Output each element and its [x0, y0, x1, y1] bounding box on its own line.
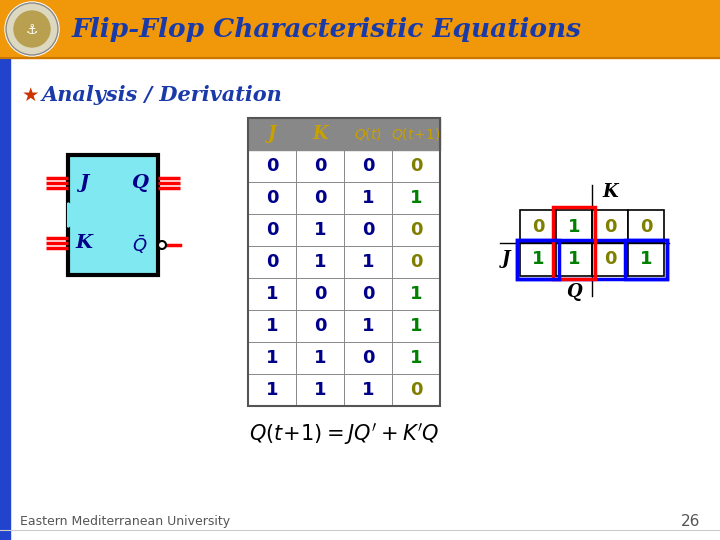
- Text: 0: 0: [266, 253, 278, 271]
- Text: 26: 26: [680, 515, 700, 530]
- Bar: [628, 243, 664, 276]
- Text: 0: 0: [314, 317, 326, 335]
- Bar: [0, 58, 10, 540]
- Text: 1: 1: [266, 317, 278, 335]
- Text: 0: 0: [410, 157, 422, 175]
- Text: 0: 0: [361, 285, 374, 303]
- Text: 1: 1: [568, 251, 580, 268]
- Bar: [248, 182, 440, 214]
- Bar: [68, 155, 158, 275]
- Text: 0: 0: [410, 381, 422, 399]
- Text: 0: 0: [361, 349, 374, 367]
- Bar: [248, 278, 440, 310]
- Bar: [68, 155, 158, 275]
- Text: 0: 0: [361, 221, 374, 239]
- Text: 0: 0: [410, 253, 422, 271]
- Text: 0: 0: [266, 189, 278, 207]
- Text: 1: 1: [314, 221, 326, 239]
- Bar: [248, 118, 440, 150]
- Bar: [592, 243, 628, 276]
- Text: ⚓: ⚓: [26, 23, 38, 37]
- Text: 0: 0: [266, 221, 278, 239]
- Text: J: J: [268, 125, 276, 143]
- Text: K: K: [602, 183, 618, 201]
- Text: 1: 1: [410, 349, 422, 367]
- Circle shape: [158, 241, 166, 249]
- Bar: [517, 240, 667, 279]
- Text: Q: Q: [566, 283, 582, 301]
- Text: 0: 0: [640, 218, 652, 235]
- Bar: [10, 58, 720, 540]
- Bar: [556, 210, 592, 243]
- Text: Flip-Flop Characteristic Equations: Flip-Flop Characteristic Equations: [72, 17, 582, 43]
- Text: 1: 1: [410, 285, 422, 303]
- Bar: [248, 310, 440, 342]
- Text: $Q(t)$: $Q(t)$: [354, 126, 382, 142]
- Text: 1: 1: [640, 251, 652, 268]
- Circle shape: [6, 3, 58, 55]
- Bar: [520, 210, 556, 243]
- Bar: [248, 118, 440, 406]
- Text: K: K: [76, 234, 92, 252]
- Text: 1: 1: [568, 218, 580, 235]
- Text: Eastern Mediterranean University: Eastern Mediterranean University: [20, 516, 230, 529]
- Text: 1: 1: [314, 381, 326, 399]
- Text: J: J: [79, 174, 89, 192]
- Text: 1: 1: [361, 189, 374, 207]
- Bar: [556, 243, 592, 276]
- Text: 0: 0: [361, 157, 374, 175]
- Text: 1: 1: [532, 251, 544, 268]
- Text: J: J: [502, 251, 510, 268]
- Text: 1: 1: [266, 285, 278, 303]
- Text: 1: 1: [314, 349, 326, 367]
- Text: 0: 0: [410, 221, 422, 239]
- Bar: [517, 240, 559, 279]
- Text: 1: 1: [361, 317, 374, 335]
- Text: 0: 0: [314, 189, 326, 207]
- Text: $Q(t\!+\!1)$: $Q(t\!+\!1)$: [392, 126, 441, 142]
- Bar: [248, 374, 440, 406]
- Text: 0: 0: [532, 218, 544, 235]
- Text: Q: Q: [132, 174, 148, 192]
- Text: Analysis / Derivation: Analysis / Derivation: [42, 85, 283, 105]
- Bar: [248, 214, 440, 246]
- Circle shape: [14, 11, 50, 47]
- Bar: [248, 246, 440, 278]
- Text: 1: 1: [266, 381, 278, 399]
- Text: 0: 0: [604, 218, 616, 235]
- Text: 1: 1: [361, 253, 374, 271]
- Text: 1: 1: [410, 189, 422, 207]
- Bar: [628, 210, 664, 243]
- Text: ★: ★: [22, 85, 40, 105]
- Bar: [520, 243, 556, 276]
- Text: 1: 1: [410, 317, 422, 335]
- Text: $Q(t\!+\!1) = JQ' + K'Q$: $Q(t\!+\!1) = JQ' + K'Q$: [249, 421, 439, 447]
- Bar: [248, 342, 440, 374]
- Text: $\bar{Q}$: $\bar{Q}$: [132, 234, 148, 256]
- Circle shape: [5, 2, 59, 56]
- Polygon shape: [68, 203, 82, 227]
- Text: K: K: [312, 125, 328, 143]
- Text: 0: 0: [314, 285, 326, 303]
- Bar: [592, 210, 628, 243]
- Text: 1: 1: [361, 381, 374, 399]
- Bar: [553, 207, 595, 279]
- Text: 0: 0: [314, 157, 326, 175]
- Bar: [248, 150, 440, 182]
- Bar: [625, 240, 667, 279]
- Text: 1: 1: [314, 253, 326, 271]
- Text: 1: 1: [266, 349, 278, 367]
- Text: 0: 0: [266, 157, 278, 175]
- Bar: [0, 0, 720, 58]
- Text: 0: 0: [604, 251, 616, 268]
